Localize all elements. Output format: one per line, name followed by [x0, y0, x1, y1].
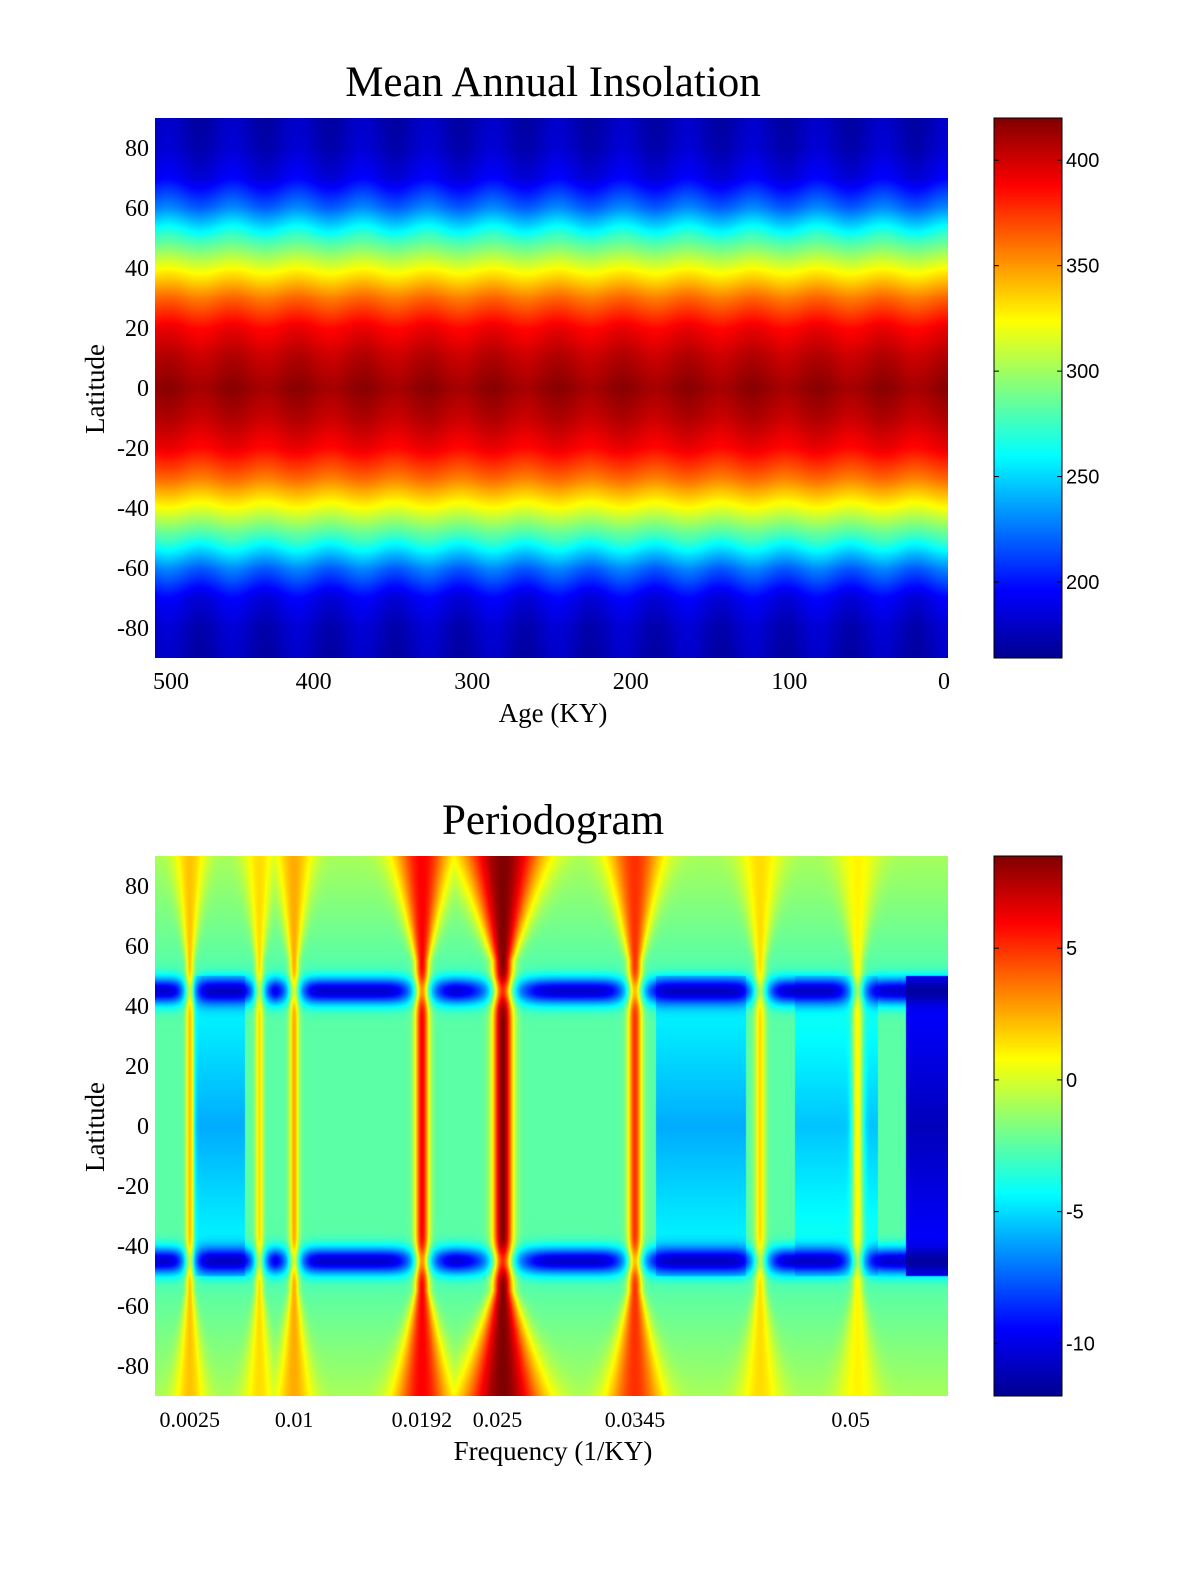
- y-tick-label: 40: [125, 994, 149, 1020]
- periodogram-chart: Periodogram 80 60 40 20 0 -20 -40 -60 -80 0.0025…: [80, 797, 1095, 1466]
- insolation-chart: Mean Annual Insolation 806040200-20-40-6…: [80, 59, 1099, 728]
- colorbar-tick-label: -10: [1066, 1333, 1095, 1355]
- x-tick-label: 0.05: [831, 1407, 870, 1432]
- x-tick-label: 0.0192: [392, 1407, 453, 1432]
- y-tick-label: 60: [125, 934, 149, 960]
- y-tick-labels: 80 60 40 20 0 -20 -40 -60 -80: [117, 136, 149, 642]
- colorbar-tick-label: 200: [1066, 572, 1099, 594]
- insolation-heatmap: [155, 118, 948, 658]
- y-tick-label: 20: [125, 1054, 149, 1080]
- insolation-heatmap-container: [155, 118, 948, 658]
- colorbar-tick-label: 300: [1066, 361, 1099, 383]
- y-tick-label: 40: [125, 256, 149, 282]
- colorbar-tick-label: 0: [1066, 1070, 1077, 1092]
- x-tick-label: 0.025: [473, 1407, 523, 1432]
- y-tick-label: 80: [125, 136, 149, 162]
- y-tick-label: -80: [117, 1354, 149, 1380]
- y-tick-label: -60: [117, 556, 149, 582]
- y-tick-label: 0: [137, 376, 149, 402]
- x-tick-label: 0.0345: [605, 1407, 666, 1432]
- colorbar: [993, 855, 1063, 1397]
- chart-title: Mean Annual Insolation: [345, 59, 761, 106]
- y-tick-labels: 80 60 40 20 0 -20 -40 -60 -80: [117, 874, 149, 1380]
- colorbar-tick-labels: 400 350 300 250 200: [994, 150, 1099, 594]
- colorbar-tick-label: 5: [1066, 938, 1077, 960]
- x-tick-label: 0.01: [275, 1407, 314, 1432]
- y-tick-label: 20: [125, 316, 149, 342]
- x-tick-label: 200: [613, 669, 649, 695]
- colorbar-tick-label: 350: [1066, 256, 1099, 278]
- x-axis-label: Age (KY): [499, 698, 608, 728]
- x-tick-labels: 0.0025 0.01 0.0192 0.025 0.0345 0.05: [160, 1407, 870, 1432]
- colorbar-tick-label: 400: [1066, 150, 1099, 172]
- y-tick-label: 60: [125, 196, 149, 222]
- y-tick-label: -40: [117, 496, 149, 522]
- y-axis-label: Latitude: [80, 344, 110, 434]
- y-tick-label: -20: [117, 1174, 149, 1200]
- colorbar-tick-labels: 5 0 -5 -10: [994, 938, 1095, 1355]
- x-tick-labels: 500 400 300 200 100 0: [153, 669, 950, 695]
- y-tick-label: 0: [137, 1114, 149, 1140]
- x-tick-label: 500: [153, 669, 189, 695]
- colorbar-tick-label: 250: [1066, 467, 1099, 489]
- x-tick-label: 0: [938, 669, 950, 695]
- y-tick-label: -20: [117, 436, 149, 462]
- y-tick-label: -80: [117, 616, 149, 642]
- colorbar: [993, 117, 1063, 659]
- y-tick-label: 80: [125, 874, 149, 900]
- x-tick-label: 100: [771, 669, 807, 695]
- x-tick-label: 0.0025: [160, 1407, 221, 1432]
- chart-title: Periodogram: [442, 797, 664, 844]
- y-tick-label: -60: [117, 1294, 149, 1320]
- periodogram-heatmap-container: [155, 856, 948, 1396]
- periodogram-heatmap: [155, 856, 948, 1396]
- colorbar-tick-label: -5: [1066, 1202, 1084, 1224]
- y-axis-label: Latitude: [80, 1082, 110, 1172]
- x-axis-label: Frequency (1/KY): [454, 1436, 653, 1466]
- x-tick-label: 300: [454, 669, 490, 695]
- x-tick-label: 400: [296, 669, 332, 695]
- y-tick-label: -40: [117, 1234, 149, 1260]
